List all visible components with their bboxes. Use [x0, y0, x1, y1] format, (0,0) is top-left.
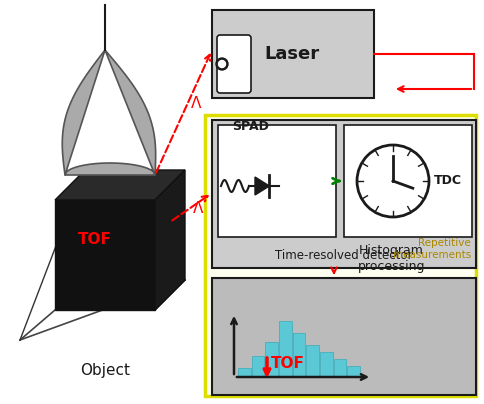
FancyBboxPatch shape	[212, 120, 476, 268]
Text: Laser: Laser	[264, 45, 319, 63]
FancyBboxPatch shape	[217, 35, 251, 93]
Text: Repetitive
measurements: Repetitive measurements	[393, 238, 471, 260]
FancyBboxPatch shape	[205, 115, 476, 396]
Bar	[265, 342, 278, 377]
Text: Object: Object	[80, 362, 130, 377]
Polygon shape	[62, 50, 156, 175]
Polygon shape	[55, 200, 155, 310]
Polygon shape	[55, 170, 185, 200]
Text: TOF: TOF	[271, 356, 305, 370]
Bar	[320, 352, 333, 377]
Bar	[334, 359, 347, 377]
Bar	[306, 345, 319, 377]
Polygon shape	[155, 170, 185, 310]
Text: Time-resolved detector: Time-resolved detector	[275, 249, 413, 262]
Polygon shape	[255, 177, 270, 195]
Bar	[238, 368, 251, 377]
FancyBboxPatch shape	[212, 10, 374, 98]
Text: TDC: TDC	[434, 175, 462, 187]
Text: Histogram
processing: Histogram processing	[358, 244, 425, 273]
Bar	[252, 356, 264, 377]
Text: TOF: TOF	[78, 232, 112, 248]
Text: $\Lambda$: $\Lambda$	[190, 95, 202, 111]
Circle shape	[357, 145, 429, 217]
FancyBboxPatch shape	[218, 125, 336, 237]
Circle shape	[218, 61, 226, 67]
Circle shape	[216, 58, 228, 70]
Text: SPAD: SPAD	[232, 120, 269, 133]
FancyBboxPatch shape	[344, 125, 472, 237]
Bar	[293, 333, 305, 377]
Text: $\Lambda$: $\Lambda$	[192, 200, 204, 216]
FancyBboxPatch shape	[212, 278, 476, 395]
Bar	[348, 366, 360, 377]
Bar	[279, 321, 292, 377]
